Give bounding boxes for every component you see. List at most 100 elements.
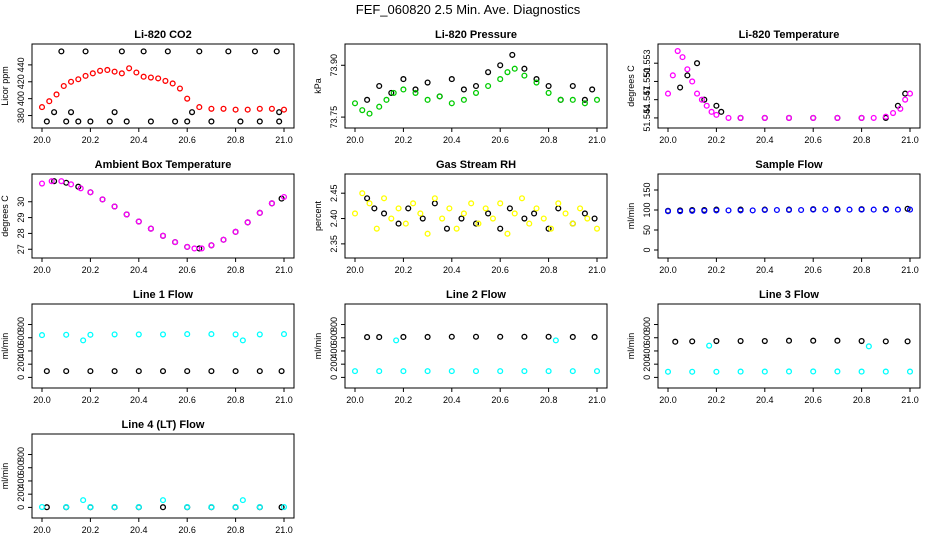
data-point — [882, 113, 889, 120]
x-tick-label: 21.0 — [588, 135, 606, 145]
data-point — [785, 114, 793, 121]
data-point — [410, 200, 417, 207]
data-point — [448, 333, 455, 340]
data-point — [708, 108, 715, 115]
data-point — [718, 108, 725, 115]
data-point — [897, 105, 904, 112]
x-tick-label: 20.4 — [130, 395, 148, 405]
data-point — [581, 96, 588, 103]
data-point — [155, 75, 162, 82]
data-point — [761, 114, 768, 121]
y-tick-label: 27 — [16, 244, 26, 254]
data-point — [405, 205, 412, 212]
data-point — [785, 206, 793, 214]
series-black — [43, 504, 285, 511]
x-tick-label: 20.8 — [853, 395, 871, 405]
data-point — [400, 76, 407, 83]
data-point — [581, 210, 588, 217]
data-point — [191, 245, 198, 252]
y-tick-label: 420 — [16, 74, 26, 89]
x-tick-label: 20.8 — [227, 395, 245, 405]
data-point — [400, 368, 407, 375]
data-point — [689, 78, 696, 85]
y-tick-label: 200 — [16, 357, 26, 372]
data-point — [557, 96, 564, 103]
data-point — [834, 337, 841, 344]
data-point — [278, 504, 285, 511]
data-point — [672, 338, 679, 345]
x-tick-label: 21.0 — [901, 395, 919, 405]
data-point — [82, 48, 89, 55]
y-tick-label: 380 — [16, 108, 26, 123]
data-point — [460, 210, 467, 217]
data-point — [237, 118, 244, 125]
y-tick-label: 100 — [642, 202, 652, 217]
y-tick-label: 400 — [642, 343, 652, 358]
data-point — [280, 106, 288, 113]
data-point — [472, 368, 480, 375]
y-tick-label: 600 — [16, 330, 26, 345]
data-point — [581, 100, 588, 107]
data-point — [521, 65, 528, 72]
y-axis-label: ml/min — [0, 333, 10, 360]
data-point — [172, 239, 179, 246]
data-point — [555, 200, 562, 207]
x-tick-label: 20.0 — [346, 265, 364, 275]
plot-frame — [657, 173, 921, 259]
y-tick-label: 400 — [16, 343, 26, 358]
data-point — [443, 225, 451, 232]
data-point — [232, 331, 239, 338]
data-point — [773, 206, 780, 214]
data-point — [388, 89, 395, 96]
series-magenta — [664, 47, 914, 121]
data-point — [159, 504, 167, 511]
data-point — [562, 210, 569, 217]
data-point — [677, 84, 684, 91]
data-point — [453, 225, 460, 232]
chart-panel-3: Li-820 Temperature degrees C 20.0 20.2 20.4 2… — [626, 29, 921, 145]
data-point — [208, 242, 215, 249]
data-point — [118, 48, 125, 55]
data-point — [472, 333, 480, 340]
data-point — [810, 368, 817, 375]
data-point — [545, 368, 552, 375]
data-point — [97, 67, 104, 74]
x-tick-label: 20.8 — [227, 525, 245, 535]
data-point — [106, 118, 113, 125]
data-point — [268, 105, 275, 112]
data-point — [882, 368, 889, 375]
x-tick-label: 21.0 — [901, 135, 919, 145]
y-tick-label: 600 — [642, 330, 652, 345]
x-tick-label: 20.0 — [659, 265, 677, 275]
y-axis-label: degrees C — [0, 195, 10, 237]
y-tick-label: 400 — [329, 343, 339, 358]
data-point — [232, 504, 239, 511]
data-point — [865, 343, 872, 350]
series-black — [51, 178, 285, 252]
data-point — [882, 338, 889, 345]
data-point — [135, 218, 142, 225]
data-point — [38, 332, 46, 339]
data-point — [545, 82, 552, 90]
chart-title: Li-820 Pressure — [435, 29, 517, 41]
data-point — [526, 220, 533, 227]
y-tick-label: 200 — [329, 357, 339, 372]
data-point — [858, 337, 865, 345]
data-point — [858, 114, 865, 121]
data-point — [58, 48, 65, 55]
data-point — [196, 48, 203, 55]
data-point — [518, 195, 526, 202]
data-point — [380, 195, 388, 202]
y-tick-label: 0 — [642, 247, 652, 252]
series-black — [364, 195, 598, 232]
y-tick-label: 51.544 — [642, 104, 652, 132]
data-point — [147, 118, 154, 125]
plot-frame — [31, 173, 295, 259]
data-point — [111, 504, 118, 511]
data-point — [545, 333, 552, 340]
data-point — [256, 504, 263, 511]
chart-title: Line 1 Flow — [133, 289, 193, 301]
data-point — [87, 189, 94, 196]
data-point — [448, 76, 455, 83]
data-point — [521, 215, 528, 222]
